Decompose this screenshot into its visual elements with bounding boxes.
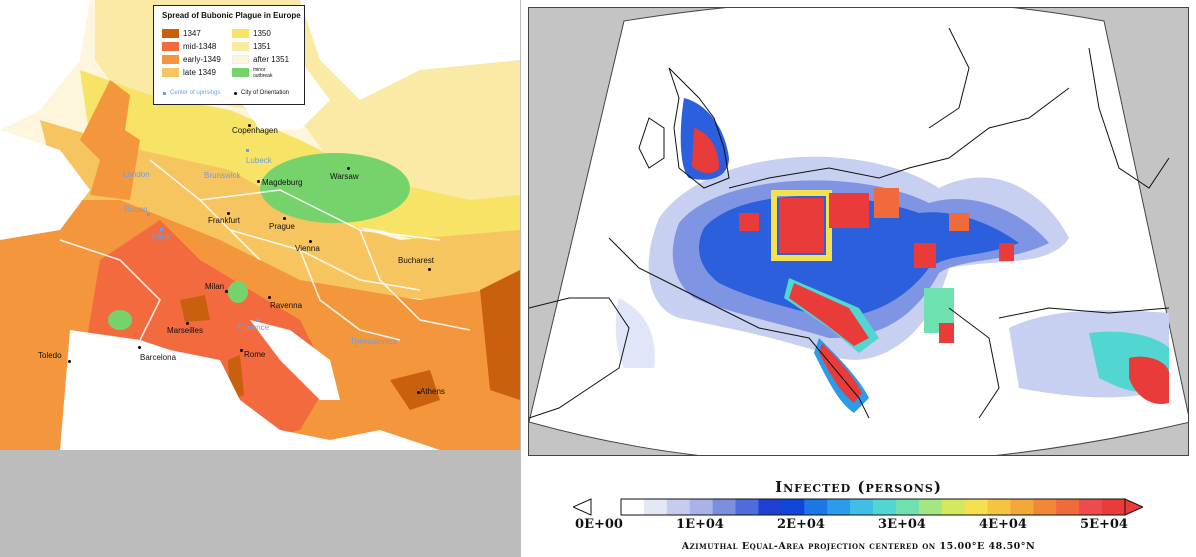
city-label-bucharest: Bucharest xyxy=(398,256,435,265)
colorbar-cell xyxy=(804,499,828,515)
infection-heatmap-graphic xyxy=(529,8,1188,455)
city-dot xyxy=(186,322,189,325)
city-dot xyxy=(309,240,312,243)
colorbar-min-arrow-icon xyxy=(573,498,592,516)
city-dot xyxy=(248,124,251,127)
center-marker xyxy=(160,228,163,231)
colorbar-cell xyxy=(758,499,782,515)
city-dot xyxy=(417,391,420,394)
city-label-warsaw: Warsaw xyxy=(330,172,359,181)
city-label-rome: Rome xyxy=(244,350,266,359)
colorbar-max-arrow-icon xyxy=(1124,498,1143,516)
colorbar-title: Infected (persons) xyxy=(775,478,942,496)
center-label-rouen: Rouen xyxy=(124,205,148,214)
colorbar-cell xyxy=(621,499,645,515)
legend-swatch xyxy=(162,68,179,77)
colorbar-cell xyxy=(850,499,874,515)
colorbar-cell xyxy=(918,499,943,515)
city-label-barcelona: Barcelona xyxy=(140,353,177,362)
center-marker xyxy=(147,213,150,216)
city-label-copenhagen: Copenhagen xyxy=(232,126,278,135)
colorbar-tick-5: 5E+04 xyxy=(1080,517,1128,532)
city-dot xyxy=(68,360,71,363)
colorbar-cell xyxy=(827,499,851,515)
legend-swatch xyxy=(232,29,249,38)
colorbar-cell xyxy=(873,499,897,515)
city-label-prague: Prague xyxy=(269,222,295,231)
colorbar-cell xyxy=(666,499,691,515)
legend-swatch xyxy=(232,55,249,64)
city-label-ravenna: Ravenna xyxy=(270,301,303,310)
plague-spread-map: Spread of Bubonic Plague in Europe 1347 … xyxy=(0,0,520,450)
colorbar-tick-2: 2E+04 xyxy=(777,517,825,532)
legend-swatch xyxy=(162,55,179,64)
colorbar-cell xyxy=(735,499,759,515)
colorbar-cell xyxy=(1079,499,1103,515)
center-label-brunswick: Brunswick xyxy=(204,171,241,180)
colorbar-frame xyxy=(620,498,1126,516)
colorbar-cells xyxy=(621,499,1126,515)
city-dot xyxy=(347,167,350,170)
legend-title: Spread of Bubonic Plague in Europe xyxy=(162,11,301,20)
legend-swatch xyxy=(232,42,249,51)
city-dot xyxy=(257,180,260,183)
city-label-milan: Milan xyxy=(205,282,225,291)
center-label-florence: Florence xyxy=(238,323,270,332)
center-label-thessalonica: Thessalonica xyxy=(350,337,398,346)
city-label-marseilles: Marseilles xyxy=(167,326,204,335)
center-label-london: London xyxy=(123,170,150,179)
center-label-lubeck: Lubeck xyxy=(246,156,272,165)
city-label-vienna: Vienna xyxy=(295,244,320,253)
colorbar-cell xyxy=(643,499,668,515)
colorbar-cell xyxy=(941,499,966,515)
city-label-toledo: Toledo xyxy=(38,351,62,360)
colorbar-cell xyxy=(895,499,920,515)
colorbar-cell xyxy=(1056,499,1080,515)
center-marker-icon xyxy=(163,92,166,95)
colorbar-tick-4: 4E+04 xyxy=(979,517,1027,532)
city-label-athens: Athens xyxy=(420,387,445,396)
city-dot xyxy=(268,296,271,299)
infection-heatmap xyxy=(528,7,1189,456)
colorbar-cell xyxy=(781,499,805,515)
colorbar xyxy=(573,498,1143,516)
legend-swatch xyxy=(162,42,179,51)
colorbar-cell xyxy=(712,499,737,515)
center-label-paris: Paris xyxy=(152,232,171,241)
center-marker xyxy=(256,319,259,322)
city-dot xyxy=(240,349,243,352)
colorbar-tick-0: 0E+00 xyxy=(575,517,623,532)
city-dot xyxy=(225,290,228,293)
plague-legend: Spread of Bubonic Plague in Europe 1347 … xyxy=(153,5,305,105)
colorbar-cell xyxy=(1102,499,1126,515)
colorbar-tick-3: 3E+04 xyxy=(878,517,926,532)
colorbar-cell xyxy=(987,499,1011,515)
city-dot xyxy=(283,217,286,220)
city-label-frankfurt: Frankfurt xyxy=(208,216,241,225)
city-marker-icon xyxy=(234,92,237,95)
colorbar-cell xyxy=(964,499,989,515)
center-marker xyxy=(246,149,249,152)
city-dot xyxy=(428,268,431,271)
colorbar-cell xyxy=(1010,499,1034,515)
legend-swatch xyxy=(232,68,249,77)
infection-simulation-panel: Infected (persons) 0E+00 1E+04 2E+04 3E+… xyxy=(521,0,1196,557)
projection-note: Azimuthal Equal-Area projection centered… xyxy=(681,541,1036,552)
colorbar-cell xyxy=(1033,499,1057,515)
legend-swatch xyxy=(162,29,179,38)
city-dot xyxy=(138,346,141,349)
colorbar-cell xyxy=(689,499,714,515)
city-label-magdeburg: Magdeburg xyxy=(262,178,303,187)
colorbar-tick-1: 1E+04 xyxy=(676,517,724,532)
city-dot xyxy=(227,212,230,215)
